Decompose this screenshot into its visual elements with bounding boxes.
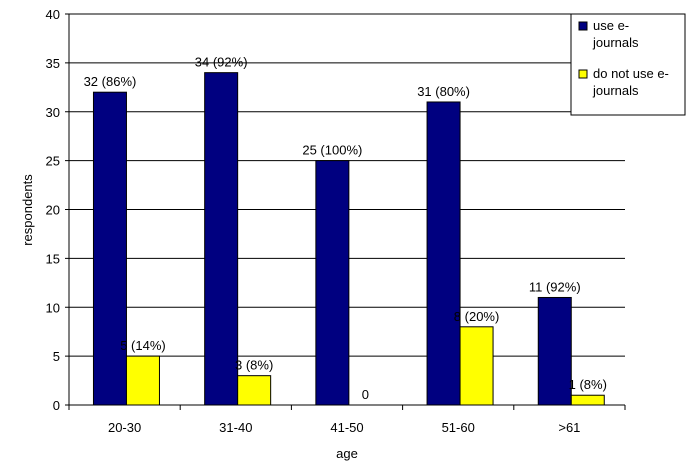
x-tick-label: 41-50 xyxy=(330,420,363,435)
y-tick-label: 15 xyxy=(46,251,60,266)
bar-use-2 xyxy=(315,160,350,406)
bar-use-3 xyxy=(426,101,461,406)
data-label: 8 (20%) xyxy=(454,309,500,324)
bar-use-1 xyxy=(204,72,239,406)
data-labels: 32 (86%) 34 (92%) 25 (100%) 31 (80%) 11 (92%… xyxy=(84,55,607,402)
x-tick-label: 20-30 xyxy=(108,420,141,435)
x-tick-label: 51-60 xyxy=(442,420,475,435)
legend-label: journals xyxy=(592,35,639,50)
y-tick-label: 20 xyxy=(46,203,60,218)
legend-box xyxy=(570,13,686,116)
y-tick-label: 0 xyxy=(53,398,60,413)
bar-not-use-3 xyxy=(459,326,494,406)
data-label: 34 (92%) xyxy=(195,55,248,70)
bar-not-use-1 xyxy=(237,375,272,406)
legend: use e-journals do not use e-journals xyxy=(570,13,686,116)
y-tick-label: 10 xyxy=(46,300,60,315)
data-label: 5 (14%) xyxy=(120,338,166,353)
legend-swatch xyxy=(578,21,588,31)
bar-use-4 xyxy=(537,296,572,406)
y-tick-label: 25 xyxy=(46,154,60,169)
bars xyxy=(92,72,605,406)
legend-label: use e- xyxy=(593,18,629,33)
data-label: 32 (86%) xyxy=(84,74,137,89)
legend-swatch xyxy=(578,69,588,79)
legend-label: do not use e- xyxy=(593,66,669,81)
y-tick-label: 35 xyxy=(46,56,60,71)
data-label: 11 (92%) xyxy=(529,279,581,294)
data-label: 1 (8%) xyxy=(569,377,607,392)
bar-not-use-4 xyxy=(570,394,605,406)
y-tick-label: 30 xyxy=(46,105,60,120)
x-axis-title: age xyxy=(336,446,358,461)
y-axis-title: respondents xyxy=(20,174,35,246)
data-label: 25 (100%) xyxy=(302,143,362,158)
bar-not-use-0 xyxy=(125,355,160,406)
data-label: 31 (80%) xyxy=(417,84,470,99)
axes: 0 5 10 15 20 25 30 35 40 20-30 31-40 41-50 51-60 >61 xyxy=(46,7,626,435)
data-label: 0 xyxy=(362,387,369,402)
x-tick-label: >61 xyxy=(558,420,580,435)
x-tick-label: 31-40 xyxy=(219,420,252,435)
legend-label: journals xyxy=(592,83,639,98)
y-tick-label: 40 xyxy=(46,7,60,22)
data-label: 3 (8%) xyxy=(235,358,273,373)
bar-use-0 xyxy=(92,91,127,406)
y-tick-label: 5 xyxy=(53,349,60,364)
